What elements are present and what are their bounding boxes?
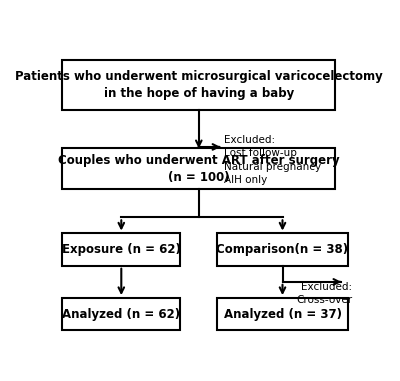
Text: Patients who underwent microsurgical varicocelectomy
in the hope of having a bab: Patients who underwent microsurgical var… — [15, 70, 383, 100]
FancyBboxPatch shape — [62, 148, 335, 189]
Text: Analyzed (n = 62): Analyzed (n = 62) — [62, 307, 180, 321]
Text: Excluded:
Cross-over: Excluded: Cross-over — [296, 282, 352, 305]
Text: Analyzed (n = 37): Analyzed (n = 37) — [224, 307, 342, 321]
Text: Exposure (n = 62): Exposure (n = 62) — [62, 243, 181, 256]
FancyBboxPatch shape — [62, 298, 180, 330]
FancyBboxPatch shape — [218, 234, 348, 266]
Text: Comparison(n = 38): Comparison(n = 38) — [216, 243, 348, 256]
FancyBboxPatch shape — [62, 61, 335, 110]
Text: Couples who underwent ART after surgery
(n = 100): Couples who underwent ART after surgery … — [58, 154, 340, 184]
Text: Excluded:
Lost follow-up
Natural pregnancy
AIH only: Excluded: Lost follow-up Natural pregnan… — [224, 135, 321, 185]
FancyBboxPatch shape — [218, 298, 348, 330]
FancyBboxPatch shape — [62, 234, 180, 266]
